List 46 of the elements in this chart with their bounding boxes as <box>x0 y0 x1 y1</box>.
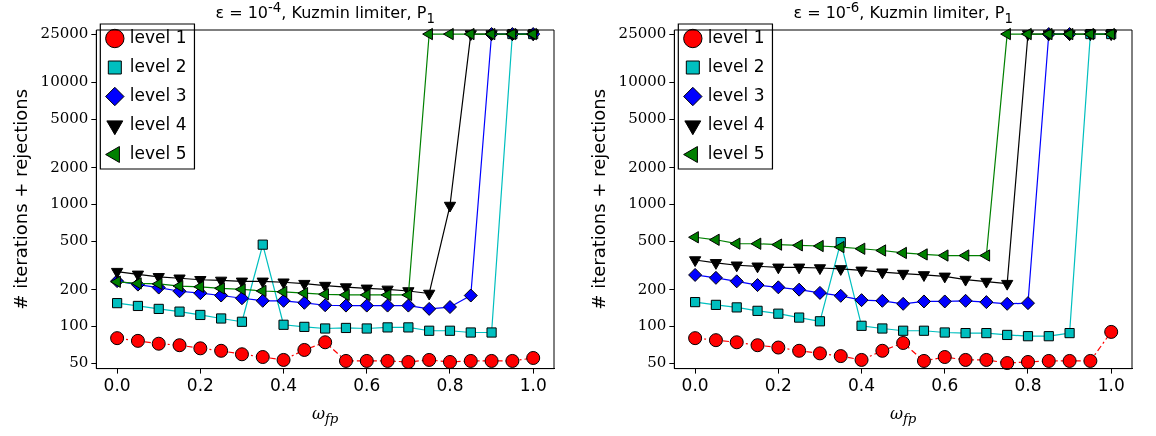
chart-title: ε = 10$^{-4}$, Kuzmin limiter, P$_{1}$ <box>214 0 436 26</box>
y-tick-label: 200 <box>637 279 667 298</box>
y-tick-label: 50 <box>647 352 667 371</box>
y-tick-label: 500 <box>637 231 667 250</box>
y-tick-label: 25000 <box>40 23 89 42</box>
legend-label: level 1 <box>707 26 765 47</box>
legend-label: level 3 <box>129 84 187 105</box>
chart-title: ε = 10$^{-6}$, Kuzmin limiter, P$_{1}$ <box>792 0 1014 26</box>
legend-label: level 5 <box>129 142 187 163</box>
y-tick-label: 500 <box>59 231 89 250</box>
y-tick-label: 2000 <box>50 157 89 176</box>
legend-label: level 4 <box>129 113 187 134</box>
legend-label: level 1 <box>129 26 187 47</box>
x-tick-label: 0.2 <box>764 375 792 396</box>
y-tick-label: 2000 <box>628 157 667 176</box>
y-tick-label: 5000 <box>50 109 89 128</box>
x-tick-label: 0.4 <box>848 375 876 396</box>
y-tick-label: 200 <box>59 279 89 298</box>
x-tick-label: 0.8 <box>436 375 464 396</box>
y-tick-label: 1000 <box>628 194 667 213</box>
y-tick-label: 100 <box>637 316 667 335</box>
y-tick-label: 100 <box>59 316 89 335</box>
x-tick-label: 0.4 <box>270 375 298 396</box>
x-axis-title: ω$_{fp}$ <box>310 404 340 429</box>
y-tick-label: 10000 <box>40 72 89 91</box>
y-tick-label: 10000 <box>618 72 667 91</box>
y-axis-title: # iterations + rejections <box>10 88 32 310</box>
x-axis-title: ω$_{fp}$ <box>888 404 918 429</box>
x-tick-label: 0.2 <box>186 375 214 396</box>
y-tick-label: 1000 <box>50 194 89 213</box>
y-axis-title: # iterations + rejections <box>588 88 610 310</box>
legend-label: level 2 <box>707 55 765 76</box>
legend-label: level 4 <box>707 113 765 134</box>
legend-label: level 5 <box>707 142 765 163</box>
x-tick-label: 0.6 <box>353 375 381 396</box>
x-tick-label: 0.0 <box>103 375 131 396</box>
x-tick-label: 1.0 <box>519 375 547 396</box>
y-tick-label: 25000 <box>618 23 667 42</box>
x-tick-label: 0.8 <box>1014 375 1042 396</box>
y-tick-label: 50 <box>69 352 89 371</box>
y-tick-label: 5000 <box>628 109 667 128</box>
x-tick-label: 0.6 <box>931 375 959 396</box>
x-tick-label: 0.0 <box>681 375 709 396</box>
x-tick-label: 1.0 <box>1097 375 1125 396</box>
legend-label: level 2 <box>129 55 187 76</box>
legend-label: level 3 <box>707 84 765 105</box>
